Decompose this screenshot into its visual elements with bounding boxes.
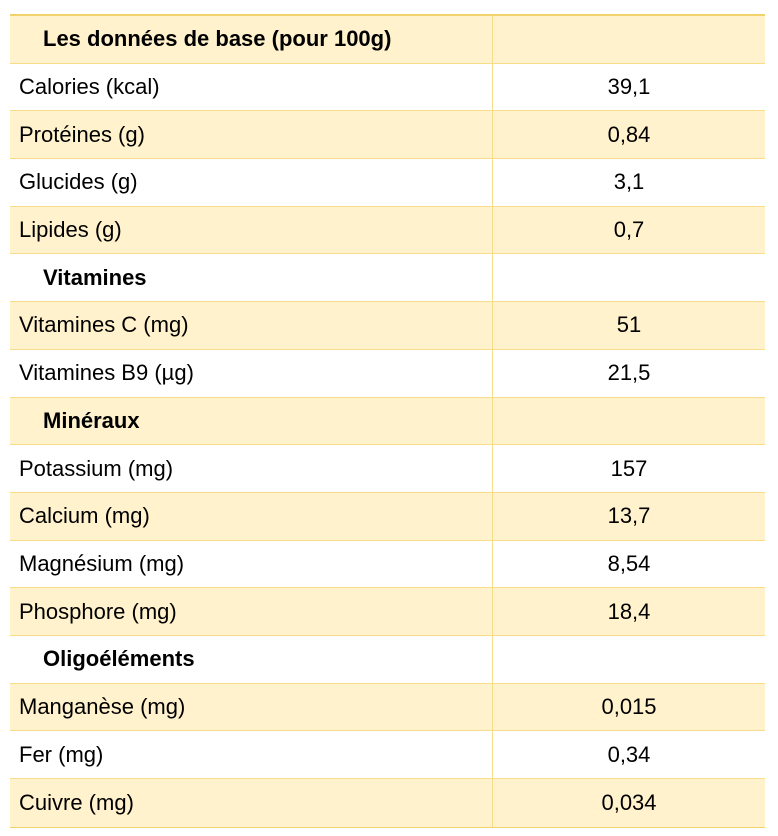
row-label: Lipides (g) — [10, 206, 493, 254]
row-value — [493, 636, 765, 683]
row-value: 18,4 — [607, 598, 651, 624]
row-label: Calories (kcal) — [10, 63, 493, 111]
row-value: 0,034 — [601, 789, 657, 815]
row-label: Glucides (g) — [10, 159, 493, 206]
table-row: Vitamines C (mg) 51 — [10, 302, 765, 350]
row-label: Minéraux — [10, 397, 493, 445]
table-row: Glucides (g) 3,1 — [10, 159, 765, 207]
section-header-row: Vitamines — [10, 254, 765, 303]
table-row: Calories (kcal) 39,1 — [10, 63, 765, 112]
row-label: Vitamines C (mg) — [10, 302, 493, 349]
table-row: Manganèse (mg) 0,015 — [10, 683, 765, 732]
section-header-row: Oligoéléments — [10, 635, 765, 684]
row-value: 51 — [616, 312, 642, 338]
row-label: Protéines (g) — [10, 111, 493, 159]
table-row: Fer (mg) 0,34 — [10, 731, 765, 779]
table-row: Calcium (mg) 13,7 — [10, 492, 765, 541]
row-label: Phosphore (mg) — [10, 588, 493, 635]
row-value: 21,5 — [607, 360, 651, 386]
table-row: Protéines (g) 0,84 — [10, 111, 765, 160]
nutrition-table: Les données de base (pour 100g) Calories… — [10, 14, 765, 828]
section-header-row: Minéraux — [10, 397, 765, 446]
row-value: 157 — [610, 455, 648, 481]
row-label: Les données de base (pour 100g) — [10, 16, 493, 63]
table-row: Lipides (g) 0,7 — [10, 206, 765, 255]
row-value: 13,7 — [607, 503, 651, 529]
table-row: Cuivre (mg) 0,034 — [10, 779, 765, 827]
row-value: 39,1 — [607, 74, 651, 100]
row-label: Calcium (mg) — [10, 492, 493, 540]
table-row: Potassium (mg) 157 — [10, 445, 765, 493]
table-row: Vitamines B9 (µg) 21,5 — [10, 349, 765, 398]
row-label: Manganèse (mg) — [10, 683, 493, 731]
row-value — [493, 16, 765, 63]
row-label: Magnésium (mg) — [10, 540, 493, 588]
row-value: 8,54 — [607, 550, 651, 576]
row-value — [493, 398, 765, 445]
row-value: 0,34 — [607, 741, 651, 767]
row-label: Oligoéléments — [10, 635, 493, 683]
row-label: Vitamines B9 (µg) — [10, 349, 493, 397]
row-value — [493, 254, 765, 301]
row-label: Potassium (mg) — [10, 445, 493, 492]
section-header-row: Les données de base (pour 100g) — [10, 16, 765, 64]
row-value: 0,015 — [601, 693, 657, 719]
row-label: Vitamines — [10, 254, 493, 302]
row-label: Cuivre (mg) — [10, 779, 493, 827]
row-value: 0,7 — [613, 217, 645, 243]
row-value: 3,1 — [613, 169, 645, 195]
table-row: Phosphore (mg) 18,4 — [10, 588, 765, 636]
row-value: 0,84 — [607, 121, 651, 147]
row-label: Fer (mg) — [10, 731, 493, 778]
table-row: Magnésium (mg) 8,54 — [10, 540, 765, 589]
